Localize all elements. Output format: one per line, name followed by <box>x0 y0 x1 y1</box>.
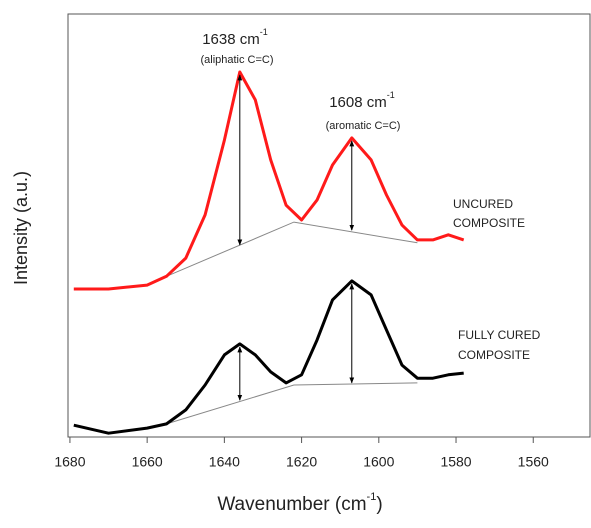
series-label: COMPOSITE <box>458 348 530 362</box>
peak-note: (aromatic C=C) <box>326 120 401 132</box>
baseline <box>166 221 418 277</box>
series-label: UNCURED <box>453 197 513 211</box>
peak-label: 1608 cm-1 <box>329 90 395 111</box>
x-tick-label: 1620 <box>286 454 317 470</box>
x-tick-label: 1640 <box>209 454 240 470</box>
baseline <box>166 382 418 425</box>
x-tick-label: 1580 <box>440 454 471 470</box>
y-axis-label: Intensity (a.u.) <box>11 171 31 285</box>
peak-label: 1638 cm-1 <box>202 27 268 48</box>
x-tick-label: 1660 <box>132 454 163 470</box>
series-label: FULLY CURED <box>458 328 541 342</box>
spectrum-line <box>73 279 464 435</box>
x-tick-label: 1600 <box>363 454 394 470</box>
spectrum-line <box>73 70 465 291</box>
x-tick-label: 1680 <box>54 454 85 470</box>
series-label: COMPOSITE <box>453 216 525 230</box>
plot-frame <box>67 13 591 438</box>
x-axis-label: Wavenumber (cm-1) <box>217 491 382 515</box>
x-tick-label: 1560 <box>518 454 549 470</box>
peak-note: (aliphatic C=C) <box>200 54 273 66</box>
